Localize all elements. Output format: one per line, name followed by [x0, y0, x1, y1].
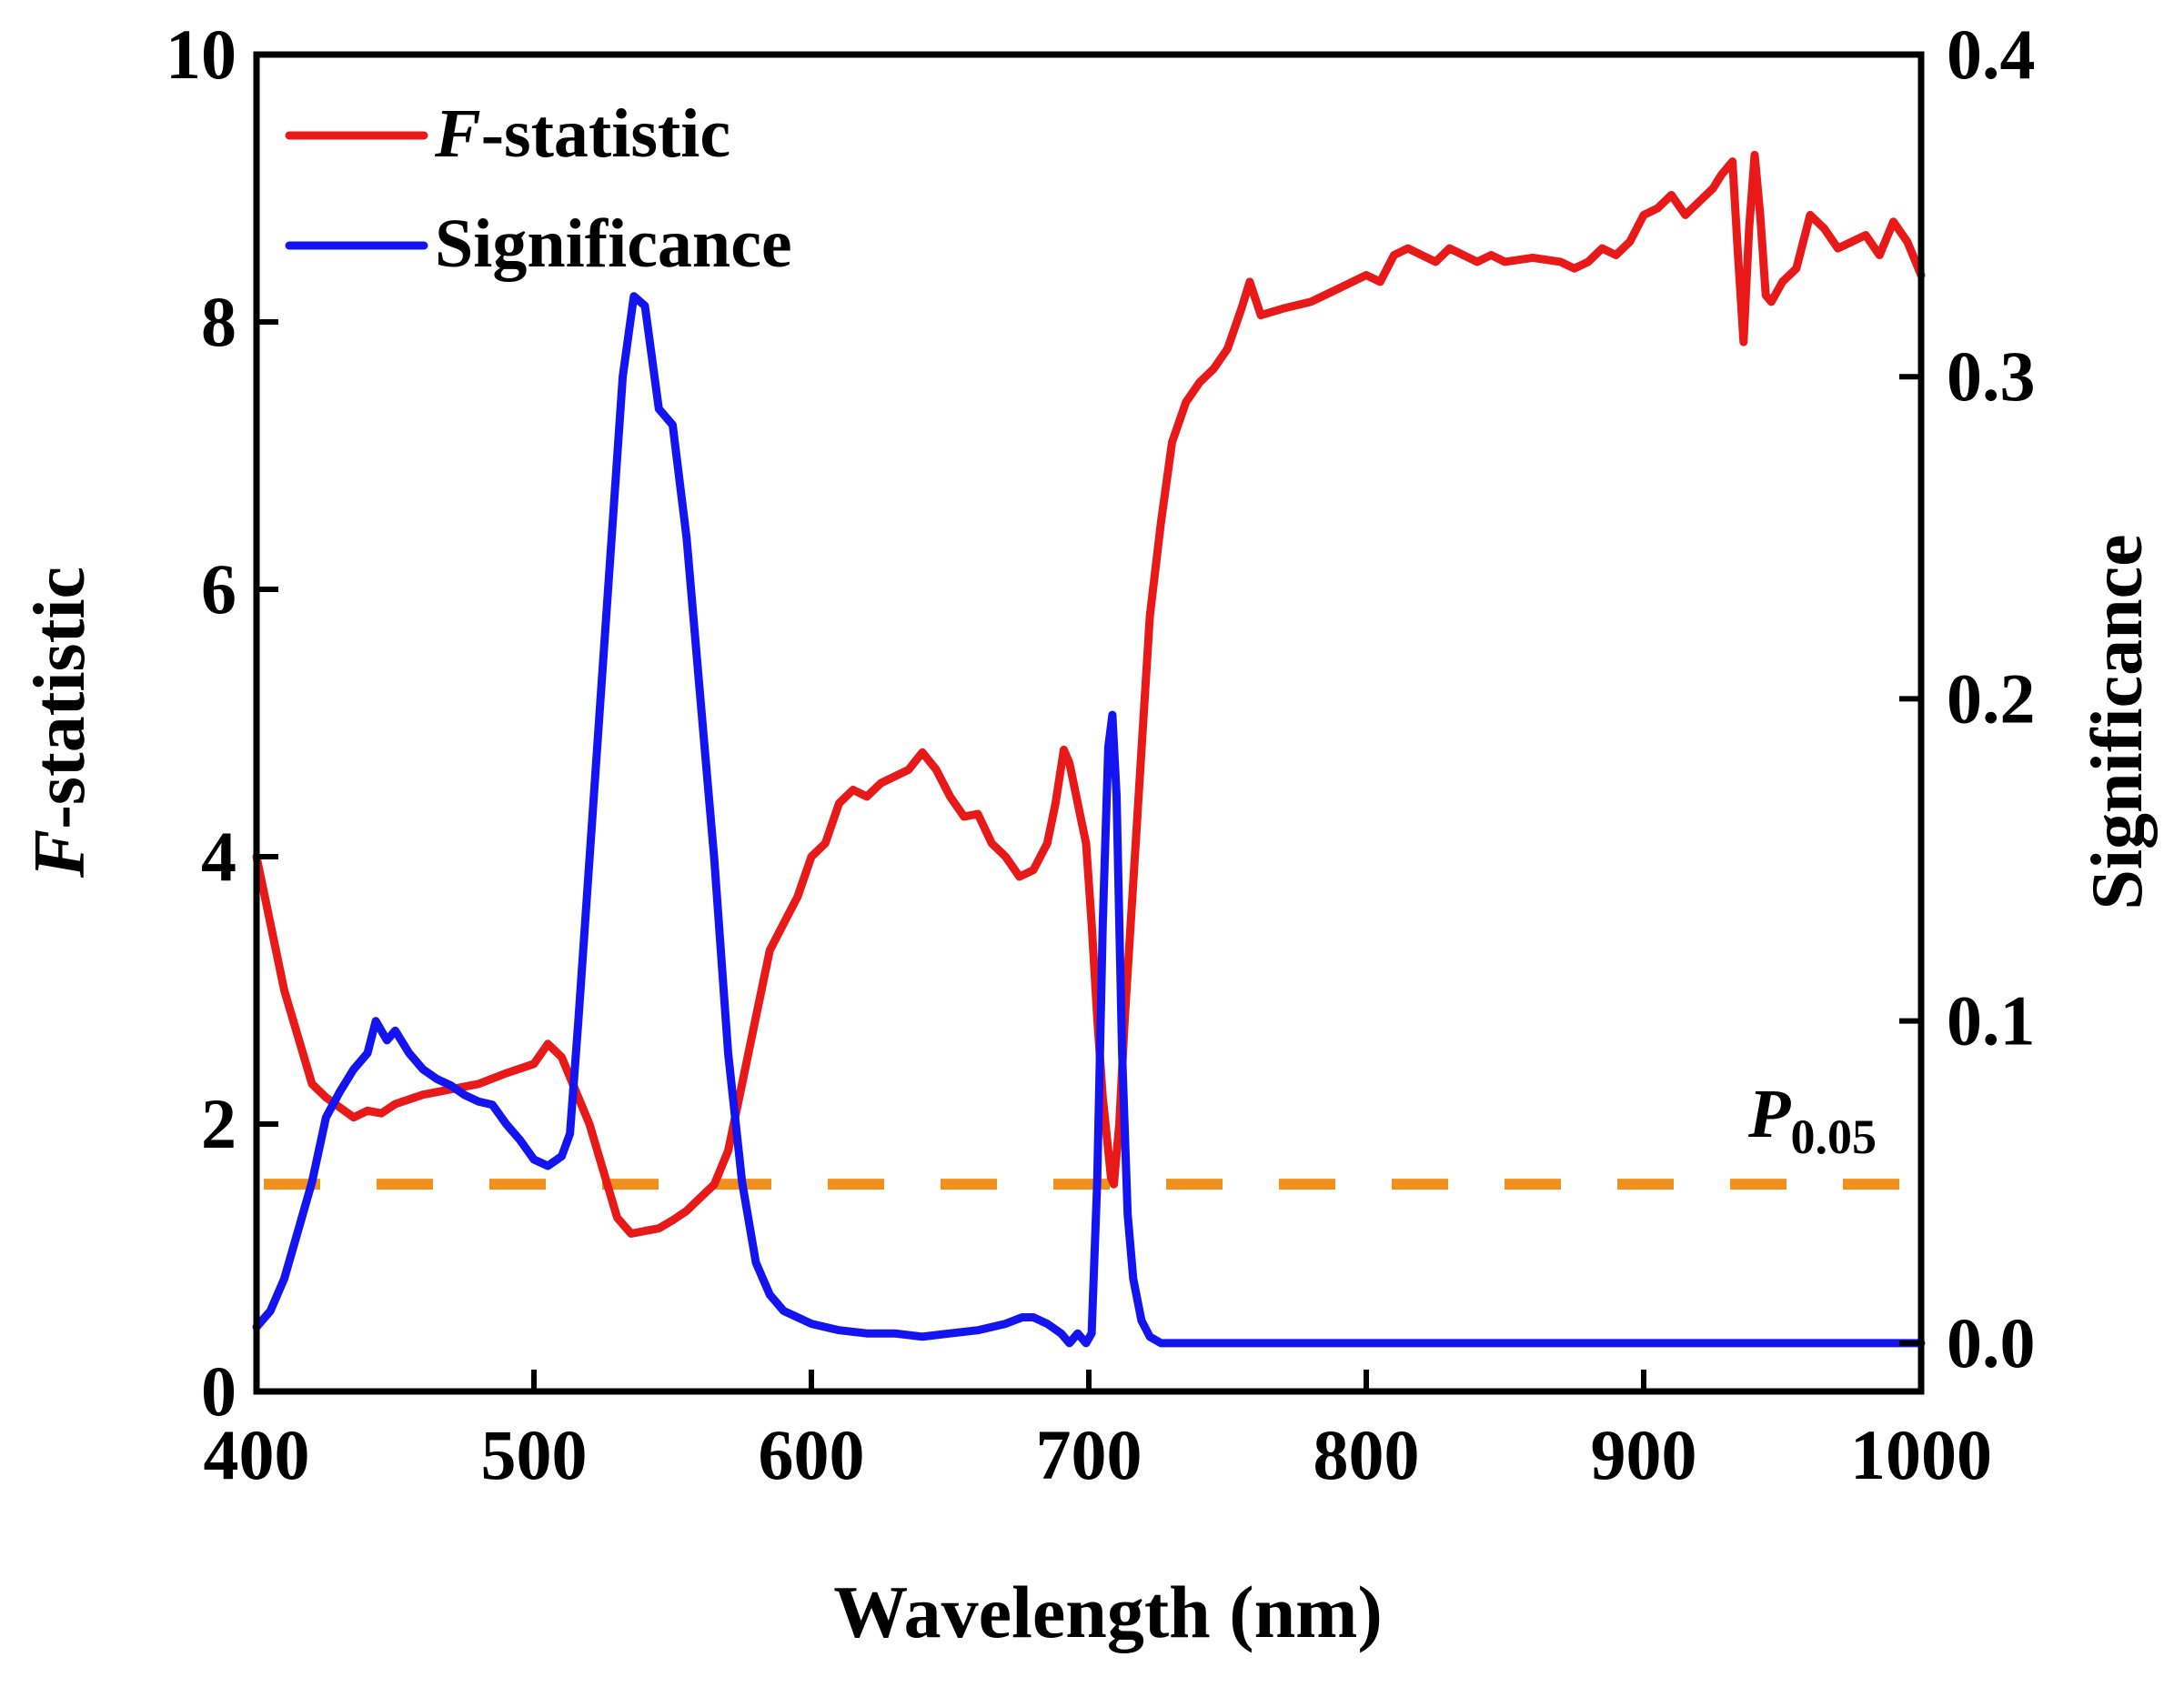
- y-axis-left-title: F-statistic: [20, 567, 100, 879]
- x-tick-label: 400: [204, 1415, 310, 1494]
- y-right-tick-label: 0.0: [1947, 1303, 2036, 1382]
- legend-label-f-rest: -statistic: [481, 95, 730, 172]
- y-left-tick-label: 0: [201, 1351, 237, 1431]
- x-tick-label: 1000: [1850, 1415, 1992, 1494]
- x-axis-title: Wavelength (nm): [833, 1571, 1383, 1653]
- legend-label-f-italic: F: [434, 95, 481, 172]
- y-left-tick-label: 2: [201, 1084, 237, 1163]
- threshold-label-sub: 0.05: [1790, 1110, 1877, 1164]
- legend: F-statistic Significance: [285, 95, 792, 282]
- series-line-significance: [252, 292, 1926, 1348]
- y-axis-right-title: Significance: [2078, 534, 2158, 909]
- y-right-tick-label: 0.3: [1947, 336, 2036, 416]
- legend-label-f-statistic: F-statistic: [434, 95, 730, 172]
- x-tick-label: 700: [1036, 1415, 1142, 1494]
- y-right-tick-label: 0.2: [1947, 658, 2036, 738]
- y-left-title-rest: -statistic: [20, 567, 100, 829]
- threshold-label-main: P: [1747, 1076, 1791, 1152]
- x-tick-label: 500: [481, 1415, 588, 1494]
- y-right-tick-label: 0.1: [1947, 981, 2036, 1060]
- series-layer: [252, 150, 1926, 1348]
- threshold-label: P0.05: [1747, 1076, 1877, 1164]
- y-left-tick-label: 4: [201, 817, 237, 896]
- y-left-title-italic: F: [20, 829, 100, 879]
- y-left-tick-label: 6: [201, 549, 237, 628]
- y-left-tick-label: 10: [166, 15, 237, 94]
- y-right-tick-label: 0.4: [1947, 15, 2036, 94]
- y-left-tick-label: 8: [201, 282, 237, 361]
- x-tick-label: 600: [759, 1415, 865, 1494]
- x-tick-label: 800: [1313, 1415, 1420, 1494]
- ticks-layer: 400 500 600 700 800 900 1000 0 2 4 6 8 10 0.0 0.1 0.2 0.…: [166, 15, 2036, 1494]
- series-line-f-statistic: [252, 150, 1926, 1238]
- legend-label-significance: Significance: [435, 206, 792, 282]
- x-tick-label: 900: [1591, 1415, 1697, 1494]
